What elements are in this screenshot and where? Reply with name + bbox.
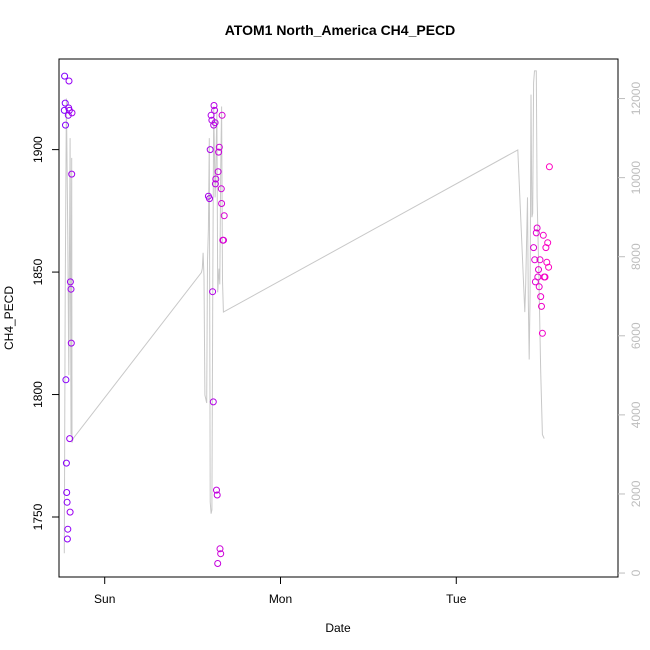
series-line-path <box>63 70 545 554</box>
data-point <box>545 263 553 271</box>
series-line <box>63 70 545 554</box>
data-point <box>64 111 72 119</box>
data-point <box>214 560 222 567</box>
data-point <box>209 398 217 406</box>
data-point <box>215 143 223 151</box>
data-point <box>538 329 546 337</box>
data-point <box>65 77 73 85</box>
x-tick-label: Mon <box>269 592 292 606</box>
data-point <box>543 258 551 266</box>
data-point <box>220 212 228 220</box>
data-point <box>206 146 214 154</box>
data-point <box>64 525 72 533</box>
data-point <box>63 489 71 496</box>
data-point <box>539 231 547 239</box>
chart-title: ATOM1 North_America CH4_PECD <box>225 22 456 38</box>
data-point <box>206 195 213 203</box>
data-point <box>215 148 223 156</box>
y-axis-left: 1750 1800 1850 1900 <box>31 136 59 530</box>
data-point <box>68 170 76 178</box>
x-axis-label: Date <box>325 621 351 635</box>
y-tick-label: 1900 <box>31 136 45 163</box>
y2-tick-label: 6000 <box>629 322 643 349</box>
y2-tick-label: 10000 <box>629 161 643 195</box>
x-tick-label: Sun <box>94 592 115 606</box>
y2-tick-label: 4000 <box>629 401 643 428</box>
y-axis-right: 0 2000 4000 6000 8000 10000 12000 <box>618 82 643 576</box>
data-point <box>62 459 70 467</box>
data-point <box>217 185 225 193</box>
data-point <box>533 224 541 232</box>
y-tick-label: 1850 <box>31 258 45 285</box>
data-point <box>63 498 71 506</box>
data-point <box>62 121 69 129</box>
y-tick-label: 1750 <box>31 503 45 530</box>
data-point <box>218 200 226 207</box>
data-point <box>217 550 225 558</box>
data-point <box>207 111 215 119</box>
data-point <box>211 180 219 188</box>
series-points <box>60 72 553 567</box>
data-point <box>530 244 538 252</box>
data-point <box>66 508 74 516</box>
data-point <box>535 266 542 274</box>
y-tick-label: 1800 <box>31 381 45 408</box>
data-point <box>211 106 219 114</box>
data-point <box>61 72 69 80</box>
data-point <box>213 486 220 494</box>
data-point <box>216 545 224 553</box>
data-point <box>214 168 222 176</box>
data-point <box>220 236 227 244</box>
data-point <box>63 535 71 543</box>
y2-tick-label: 12000 <box>629 82 643 116</box>
y2-tick-label: 8000 <box>629 243 643 270</box>
data-point <box>68 109 76 117</box>
data-point <box>544 239 552 247</box>
data-point <box>537 293 545 301</box>
data-point <box>218 111 226 119</box>
plot-frame <box>58 58 619 578</box>
data-point <box>531 256 539 264</box>
data-point <box>67 285 75 293</box>
data-point <box>66 435 74 443</box>
data-point <box>541 273 549 281</box>
data-point <box>542 244 550 252</box>
data-point <box>536 256 544 264</box>
data-point <box>66 278 74 286</box>
data-point <box>210 102 218 109</box>
data-point <box>535 283 543 291</box>
data-point <box>545 163 553 171</box>
data-point <box>534 273 542 281</box>
data-point <box>538 302 545 310</box>
data-point <box>532 229 540 237</box>
y2-tick-label: 2000 <box>629 480 643 507</box>
data-point <box>61 99 69 107</box>
data-point <box>62 376 70 384</box>
y2-tick-label: 0 <box>629 569 643 576</box>
x-tick-label: Tue <box>446 592 467 606</box>
y-axis-label: CH4_PECD <box>2 286 16 350</box>
data-point <box>209 288 217 296</box>
x-axis: Sun Mon Tue <box>94 577 467 606</box>
data-point <box>213 491 221 499</box>
data-point <box>211 119 219 127</box>
data-point <box>212 175 220 183</box>
data-point <box>67 339 75 347</box>
